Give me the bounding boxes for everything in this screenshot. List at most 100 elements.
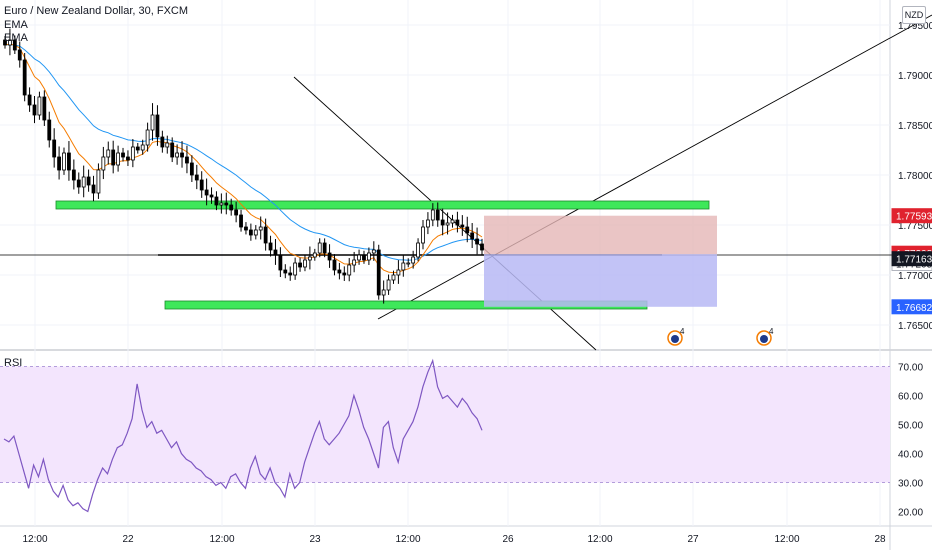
candle-down: [76, 179, 81, 188]
price-label: 1.77163: [891, 251, 932, 267]
candle-down: [465, 226, 470, 234]
rsi-label[interactable]: RSI: [4, 357, 23, 369]
candle-up: [450, 219, 455, 224]
price-label-box: [891, 251, 932, 267]
event-flag: [760, 335, 768, 343]
candle-down: [480, 243, 484, 251]
rsi-y-tick-label: 50.00: [898, 421, 923, 432]
y-tick-label: 1.79000: [898, 71, 932, 82]
candle-down: [86, 176, 91, 186]
candle-down: [244, 226, 248, 231]
indicator-label-ema-2[interactable]: EMA: [4, 32, 28, 44]
price-label-text: 1.77163: [896, 255, 932, 266]
x-tick-label: 22: [122, 534, 134, 545]
rsi-pane: [0, 358, 890, 513]
rsi-y-tick-label: 40.00: [898, 450, 923, 461]
resistance-zone: [55, 200, 710, 210]
candle-down: [248, 229, 253, 236]
short-position-tool[interactable]: [484, 215, 717, 307]
candle-up: [140, 144, 145, 151]
candle-up: [406, 262, 411, 265]
candle-down: [71, 169, 76, 181]
candle-down: [298, 262, 302, 268]
price-label-text: 1.76682: [896, 303, 932, 314]
ema-slow-line: [4, 44, 483, 261]
candle-up: [381, 289, 386, 296]
economic-event-icon[interactable]: 4: [756, 327, 774, 346]
event-count: 4: [680, 327, 685, 336]
drawing-tools[interactable]: [0, 14, 932, 351]
candle-down: [337, 269, 342, 274]
ema-fast-line: [4, 43, 483, 274]
event-flag: [671, 335, 679, 343]
candle-down: [288, 272, 293, 276]
candle-up: [366, 252, 371, 261]
candle-up: [426, 219, 430, 228]
candle-up: [145, 129, 150, 146]
y-tick-label: 1.76500: [898, 321, 932, 332]
candle-down: [67, 152, 71, 171]
candle-up: [386, 279, 391, 291]
candle-down: [180, 152, 184, 158]
y-tick-label: 1.78000: [898, 171, 932, 182]
chart-title: Euro / New Zealand Dollar, 30, FXCM: [4, 5, 189, 17]
x-tick-label: 12:00: [209, 534, 234, 545]
x-tick-label: 12:00: [395, 534, 420, 545]
candle-down: [170, 142, 175, 158]
candle-down: [239, 214, 243, 228]
event-count: 4: [769, 327, 774, 336]
candle-down: [342, 272, 347, 276]
candle-up: [165, 142, 170, 148]
candle-up: [219, 202, 224, 206]
x-tick-label: 27: [687, 534, 699, 545]
candle-down: [22, 59, 27, 96]
candle-down: [155, 114, 160, 138]
rsi-line: [3, 358, 483, 513]
candle-down: [204, 189, 209, 196]
rsi-y-tick-label: 70.00: [898, 363, 923, 374]
y-tick-label: 1.77500: [898, 221, 932, 232]
candle-down: [189, 162, 194, 176]
x-tick-label: 23: [309, 534, 321, 545]
candle-up: [396, 269, 401, 276]
candle-down: [185, 156, 189, 164]
candle-down: [126, 156, 130, 161]
candle-up: [62, 152, 66, 171]
candle-up: [175, 152, 180, 158]
candle-up: [401, 262, 406, 271]
price-label-text: 1.77593: [896, 212, 932, 223]
candle-up: [416, 242, 420, 258]
ascending-trendline: [377, 14, 932, 320]
candle-down: [135, 146, 140, 151]
candle-down: [229, 204, 234, 211]
candle-up: [445, 222, 450, 226]
candle-down: [283, 269, 288, 274]
candle-down: [209, 194, 214, 198]
y-tick-label: 1.78500: [898, 121, 932, 132]
economic-event-icon[interactable]: 4: [667, 327, 685, 346]
candle-down: [327, 252, 332, 261]
rsi-band: [0, 366, 890, 483]
y-tick-label: 1.79500: [898, 21, 932, 32]
currency-badge[interactable]: NZD: [902, 6, 926, 24]
x-tick-label: 12:00: [587, 534, 612, 545]
candle-down: [199, 179, 204, 191]
candle-up: [371, 249, 376, 254]
candle-down: [224, 202, 229, 206]
rsi-y-tick-label: 30.00: [898, 479, 923, 490]
price-label-box: [891, 299, 932, 315]
candle-down: [91, 184, 96, 194]
candle-up: [317, 242, 322, 254]
x-tick-label: 28: [874, 534, 886, 545]
rsi-y-tick-label: 60.00: [898, 392, 923, 403]
ema-lines: [4, 43, 483, 274]
candle-down: [17, 49, 22, 61]
candle-down: [234, 209, 239, 216]
indicator-label-ema-1[interactable]: EMA: [4, 19, 28, 31]
candle-up: [411, 256, 416, 264]
candle-down: [3, 39, 7, 46]
x-tick-label: 12:00: [22, 534, 47, 545]
y-tick-label: 1.77000: [898, 271, 932, 282]
